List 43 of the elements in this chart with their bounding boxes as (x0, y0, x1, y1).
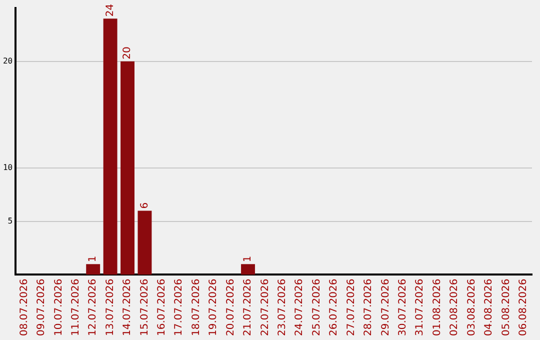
x-tick-label: 27.07.2026 (346, 278, 357, 336)
x-tick-label: 31.07.2026 (414, 278, 426, 336)
x-tick-label: 30.07.2026 (398, 278, 408, 336)
x-tick-label: 12.07.2026 (88, 278, 99, 336)
x-tick-label: 17.07.2026 (174, 278, 185, 336)
x-tick-label: 29.07.2026 (380, 278, 392, 336)
x-tick-label: 09.07.2026 (36, 278, 48, 336)
x-tick-label: 16.07.2026 (156, 278, 168, 336)
bar (120, 61, 134, 275)
x-tick-label: 02.08.2026 (449, 278, 460, 336)
x-tick-label: 22.07.2026 (260, 278, 271, 336)
bar (103, 18, 118, 275)
data-label: 20 (122, 46, 134, 60)
data-label: 1 (88, 256, 99, 262)
x-tick-label: 19.07.2026 (208, 278, 220, 336)
y-tick-label: 5 (8, 216, 13, 226)
x-tick-label: 18.07.2026 (190, 278, 202, 336)
x-tick-label: 01.08.2026 (432, 278, 443, 336)
x-tick-label: 15.07.2026 (139, 278, 150, 336)
x-tick-label: 05.08.2026 (500, 278, 512, 336)
x-tick-label: 28.07.2026 (363, 278, 374, 336)
bar (241, 264, 255, 275)
x-tick-label: 23.07.2026 (277, 278, 288, 336)
data-label: 1 (242, 256, 254, 262)
x-tick-label: 14.07.2026 (122, 278, 134, 336)
data-label: 6 (139, 202, 150, 209)
x-tick-label: 24.07.2026 (294, 278, 306, 336)
x-tick-label: 26.07.2026 (328, 278, 340, 336)
x-tick-label: 20.07.2026 (225, 278, 236, 336)
x-tick-label: 11.07.2026 (70, 278, 82, 336)
x-tick-label: 03.08.2026 (466, 278, 478, 336)
x-tick-label: 10.07.2026 (53, 278, 64, 336)
bar (138, 210, 152, 275)
y-tick-label: 20 (2, 56, 13, 66)
y-tick-label: 10 (2, 163, 13, 172)
x-tick-label: 13.07.2026 (104, 278, 116, 336)
x-tick-label: 21.07.2026 (242, 278, 254, 336)
x-tick-label: 04.08.2026 (484, 278, 495, 336)
x-tick-label: 08.07.2026 (18, 278, 30, 336)
x-tick-label: 25.07.2026 (311, 278, 322, 336)
data-label: 24 (104, 4, 116, 17)
bar (86, 264, 100, 275)
x-tick-label: 06.08.2026 (518, 278, 529, 336)
